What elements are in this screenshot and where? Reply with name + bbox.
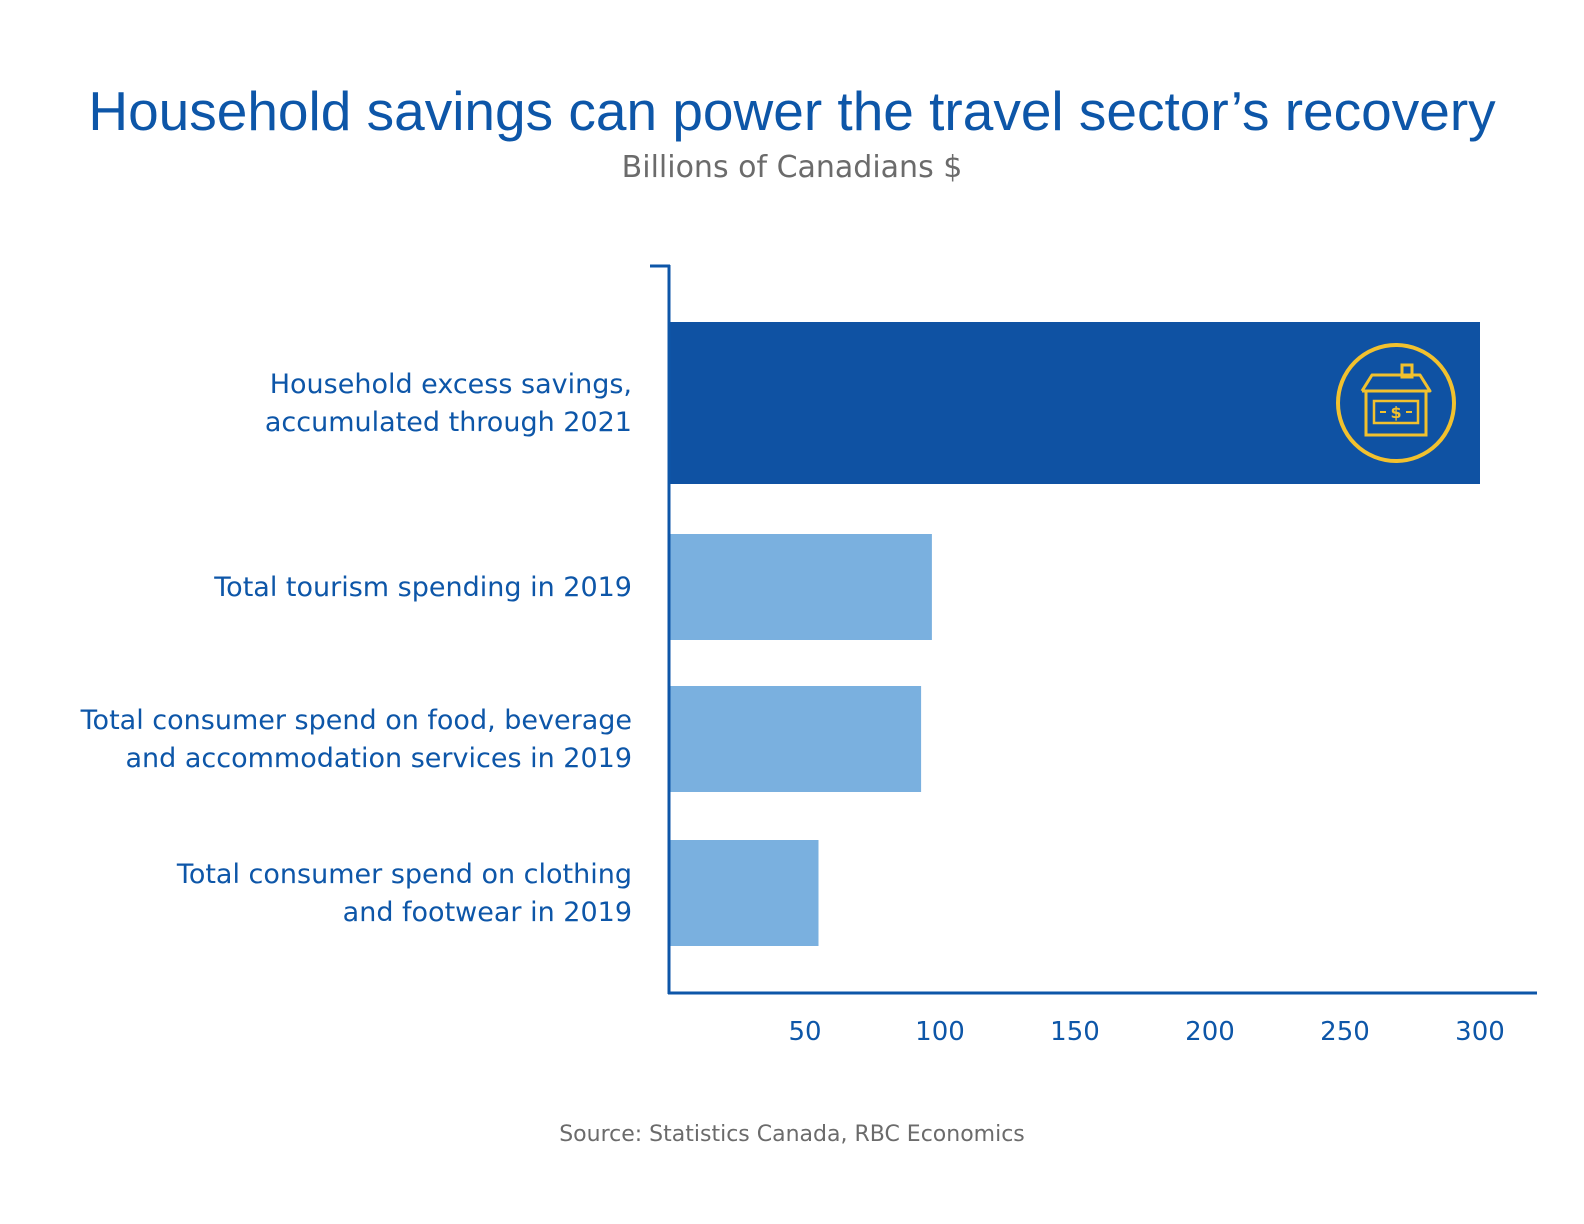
chart-subtitle: Billions of Canadians $: [621, 150, 963, 185]
bar-1: [670, 534, 932, 640]
icon-part: [1364, 389, 1428, 437]
category-label-line: accumulated through 2021: [265, 407, 632, 438]
category-label-1: Total tourism spending in 2019: [213, 572, 632, 603]
category-label-0: Household excess savings, accumulated thr…: [265, 369, 632, 438]
house-money-icon: $: [1336, 343, 1456, 463]
category-labels-group: Household excess savings, accumulated thr…: [80, 369, 632, 928]
icon-part: [1372, 399, 1420, 425]
x-tick-label: 200: [1185, 1017, 1235, 1047]
source-note: Source: Statistics Canada, RBC Economics: [559, 1122, 1025, 1147]
bar-3: [670, 840, 819, 946]
category-label-line: Total consumer spend on food, beverage: [80, 705, 632, 736]
x-tick-labels-group: 50 100 150 200 250 300: [788, 1017, 1504, 1047]
bar-0: [670, 322, 1480, 484]
category-label-line: Total tourism spending in 2019: [213, 572, 632, 603]
icon-part: [1400, 363, 1414, 379]
category-label-line: and accommodation services in 2019: [125, 743, 632, 774]
axes-group: [650, 264, 1537, 995]
icon-layer: $: [1336, 343, 1456, 463]
bars-group: [670, 322, 1480, 946]
x-tick-label: 250: [1320, 1017, 1370, 1047]
category-label-line: Total consumer spend on clothing: [176, 859, 632, 890]
icon-part: [1336, 343, 1456, 463]
category-label-2: Total consumer spend on food, beverage an…: [80, 705, 632, 774]
category-label-line: and footwear in 2019: [343, 897, 632, 928]
category-label-3: Total consumer spend on clothing and foot…: [176, 859, 632, 928]
x-tick-label: 300: [1455, 1017, 1505, 1047]
x-tick-label: 50: [788, 1017, 821, 1047]
dollar-sign-icon: $: [1390, 403, 1401, 422]
x-tick-label: 100: [915, 1017, 965, 1047]
bar-2: [670, 686, 922, 792]
category-label-line: Household excess savings,: [270, 369, 632, 400]
x-tick-label: 150: [1050, 1017, 1100, 1047]
chart-title: Household savings can power the travel s…: [88, 80, 1496, 142]
